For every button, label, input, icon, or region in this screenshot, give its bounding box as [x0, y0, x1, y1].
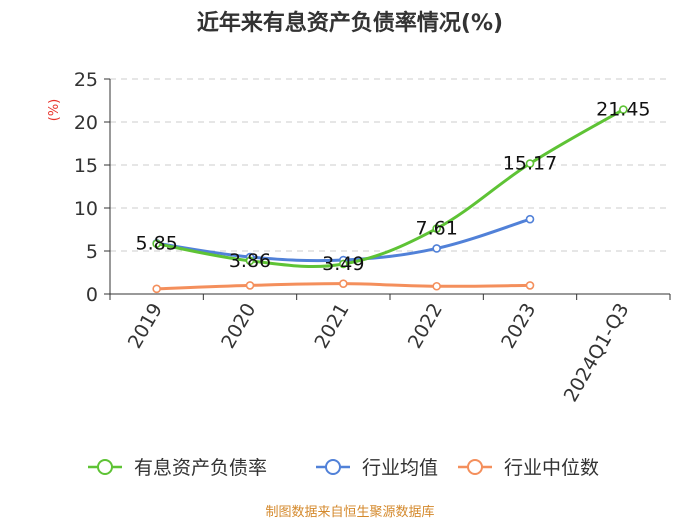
data-label: 5.85	[136, 233, 178, 255]
y-tick-label: 10	[74, 198, 98, 220]
data-point	[432, 281, 441, 291]
y-tick-label: 20	[74, 112, 98, 134]
data-point	[152, 239, 161, 248]
data-point	[525, 281, 535, 290]
x-tick-label: 2019	[124, 300, 167, 353]
source-note: 制图数据来自恒生聚源数据库	[265, 504, 434, 520]
series-line	[155, 108, 625, 269]
grid	[110, 78, 670, 252]
legend-label: 有息资产负债率	[134, 457, 267, 479]
data-point	[339, 279, 348, 288]
legend-marker	[97, 459, 113, 475]
legend-marker	[467, 459, 483, 475]
y-tick-label: 25	[74, 69, 98, 91]
data-point	[339, 259, 348, 269]
data-point	[245, 281, 255, 290]
x-tick-label: 2023	[497, 300, 540, 353]
legend-label: 行业中位数	[504, 457, 599, 479]
x-tick-label: 2024Q1-Q3	[560, 300, 634, 406]
legend-label: 行业均值	[362, 457, 438, 479]
data-point	[525, 159, 535, 168]
legend-marker	[325, 459, 341, 475]
data-label: 3.86	[229, 250, 271, 272]
data-point	[619, 105, 628, 114]
x-tick-label: 2020	[217, 300, 260, 353]
data-label: 21.45	[596, 99, 650, 121]
chart-title: 近年来有息资产负债率情况(%)	[197, 10, 503, 36]
data-point	[432, 244, 441, 253]
data-point	[432, 224, 441, 233]
y-tick-label: 5	[86, 241, 98, 263]
legend-item: 行业中位数	[458, 457, 599, 479]
series	[152, 105, 628, 294]
data-label: 7.61	[416, 218, 458, 240]
data-point	[152, 284, 161, 294]
y-tick-label: 15	[74, 155, 98, 177]
legend-item: 有息资产负债率	[88, 457, 267, 479]
y-tick-label: 0	[86, 284, 98, 306]
legend-item: 行业均值	[316, 457, 438, 479]
data-point	[525, 214, 535, 224]
legend: 有息资产负债率 行业均值 行业中位数	[88, 457, 599, 479]
y-axis-unit: (%)	[47, 99, 62, 122]
data-label: 15.17	[503, 153, 557, 175]
x-tick-label: 2022	[404, 300, 447, 353]
x-tick-label: 2021	[310, 300, 353, 353]
data-label: 3.49	[322, 253, 364, 275]
data-point	[245, 256, 255, 266]
data-labels: 5.85 3.86 3.49 7.61 15.17 21.45	[136, 99, 651, 275]
